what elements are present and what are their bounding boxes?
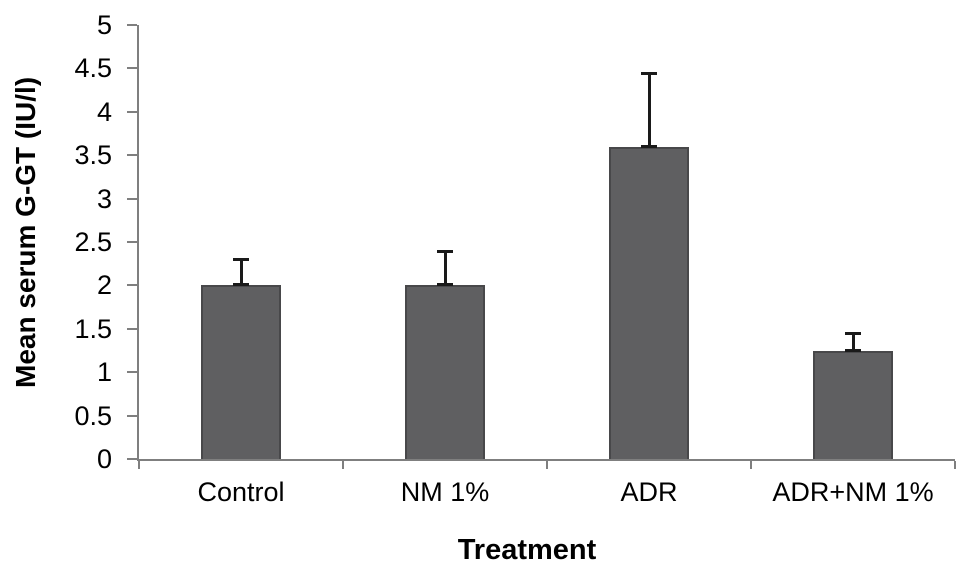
y-tick-mark xyxy=(127,24,137,26)
y-tick-mark xyxy=(127,241,137,243)
bar xyxy=(201,285,281,459)
plot-area: 0 0.5 1 1.5 2 2.5 3 3.5 4 4.5 5 Control NM 1% ADR ADR+… xyxy=(74,10,956,507)
y-tick-mark xyxy=(127,414,137,417)
y-tick-label: 4.5 xyxy=(74,53,112,84)
y-tick-mark xyxy=(127,284,137,287)
x-tick-mark xyxy=(750,461,752,469)
x-tick-mark xyxy=(954,461,956,469)
y-tick-mark xyxy=(127,110,137,113)
y-tick-label: 3.5 xyxy=(74,140,112,171)
x-category-label: ADR xyxy=(620,477,678,507)
x-tick-mark xyxy=(138,461,140,469)
x-tick-mark xyxy=(342,461,344,469)
y-tick-mark xyxy=(127,67,137,70)
error-bar-bottom-cap xyxy=(233,283,249,287)
error-bar-bottom-cap xyxy=(437,283,453,287)
error-bar-whisker xyxy=(647,72,651,147)
y-tick-label: 0 xyxy=(96,444,112,474)
y-tick-label: 4 xyxy=(96,96,112,127)
error-bar-bottom-cap xyxy=(845,348,861,352)
y-tick-label: 1.5 xyxy=(74,313,112,344)
error-bar-whisker xyxy=(239,259,243,286)
error-bar-top-cap xyxy=(845,332,861,336)
x-category-label: NM 1% xyxy=(400,477,490,507)
y-tick-mark xyxy=(127,197,137,200)
error-bar-bottom-cap xyxy=(641,144,657,148)
error-bar-top-cap xyxy=(641,71,657,75)
error-bar-whisker xyxy=(443,250,447,286)
y-tick-label: 2.5 xyxy=(74,227,112,257)
error-bar-top-cap xyxy=(437,249,453,253)
y-tick-mark xyxy=(127,458,137,460)
y-tick-mark xyxy=(127,371,137,374)
y-tick-label: 5 xyxy=(96,10,112,40)
y-tick-label: 1 xyxy=(96,357,112,388)
y-tick-mark xyxy=(127,327,137,330)
error-bar-whisker xyxy=(851,333,855,351)
bar xyxy=(609,146,689,459)
y-tick-mark xyxy=(127,154,137,157)
bar xyxy=(405,285,485,459)
x-tick-mark xyxy=(546,461,548,469)
x-category-label: ADR+NM 1% xyxy=(772,477,934,507)
error-bar-top-cap xyxy=(233,258,249,262)
y-tick-label: 2 xyxy=(96,270,112,301)
x-category-label: Control xyxy=(197,477,285,507)
bar xyxy=(813,350,893,459)
y-tick-label: 0.5 xyxy=(74,400,112,431)
y-tick-label: 3 xyxy=(96,183,112,214)
x-axis-title: Treatment xyxy=(457,534,597,566)
